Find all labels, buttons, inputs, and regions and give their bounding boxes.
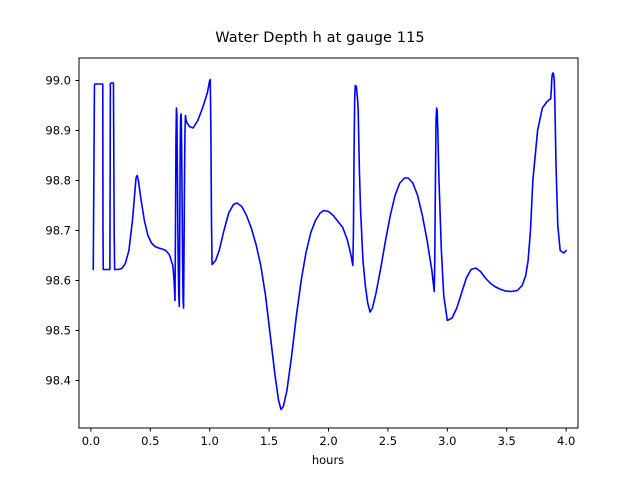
- x-tick-label: 3.0: [438, 434, 456, 448]
- axes-frame: [78, 57, 579, 429]
- x-tick-label: 2.0: [319, 434, 337, 448]
- y-tick-label: 98.7: [45, 224, 71, 238]
- x-axis-ticks: 0.0 0.5 1.0 1.5 2.0 2.5 3.0 3.5 4.0: [82, 428, 575, 448]
- x-tick-label: 0.5: [141, 434, 159, 448]
- y-tick-label: 98.4: [45, 374, 71, 388]
- y-tick-label: 98.8: [45, 174, 71, 188]
- y-tick-label: 98.6: [45, 274, 71, 288]
- y-axis-ticks: 98.4 98.5 98.6 98.7 98.8 98.9 99.0: [45, 74, 79, 388]
- data-line-h: [92, 72, 567, 411]
- x-tick-label: 4.0: [557, 434, 575, 448]
- x-tick-label: 1.5: [260, 434, 278, 448]
- x-tick-label: 0.0: [82, 434, 100, 448]
- y-tick-label: 98.5: [45, 324, 71, 338]
- x-tick-label: 2.5: [379, 434, 397, 448]
- x-axis-label: hours: [312, 453, 344, 467]
- y-tick-label: 98.9: [45, 124, 71, 138]
- x-tick-label: 1.0: [201, 434, 219, 448]
- data-series-group: [92, 72, 567, 411]
- y-tick-label: 99.0: [45, 74, 71, 88]
- chart-title: Water Depth h at gauge 115: [215, 30, 425, 46]
- plot-border: [78, 57, 579, 429]
- x-tick-label: 3.5: [498, 434, 516, 448]
